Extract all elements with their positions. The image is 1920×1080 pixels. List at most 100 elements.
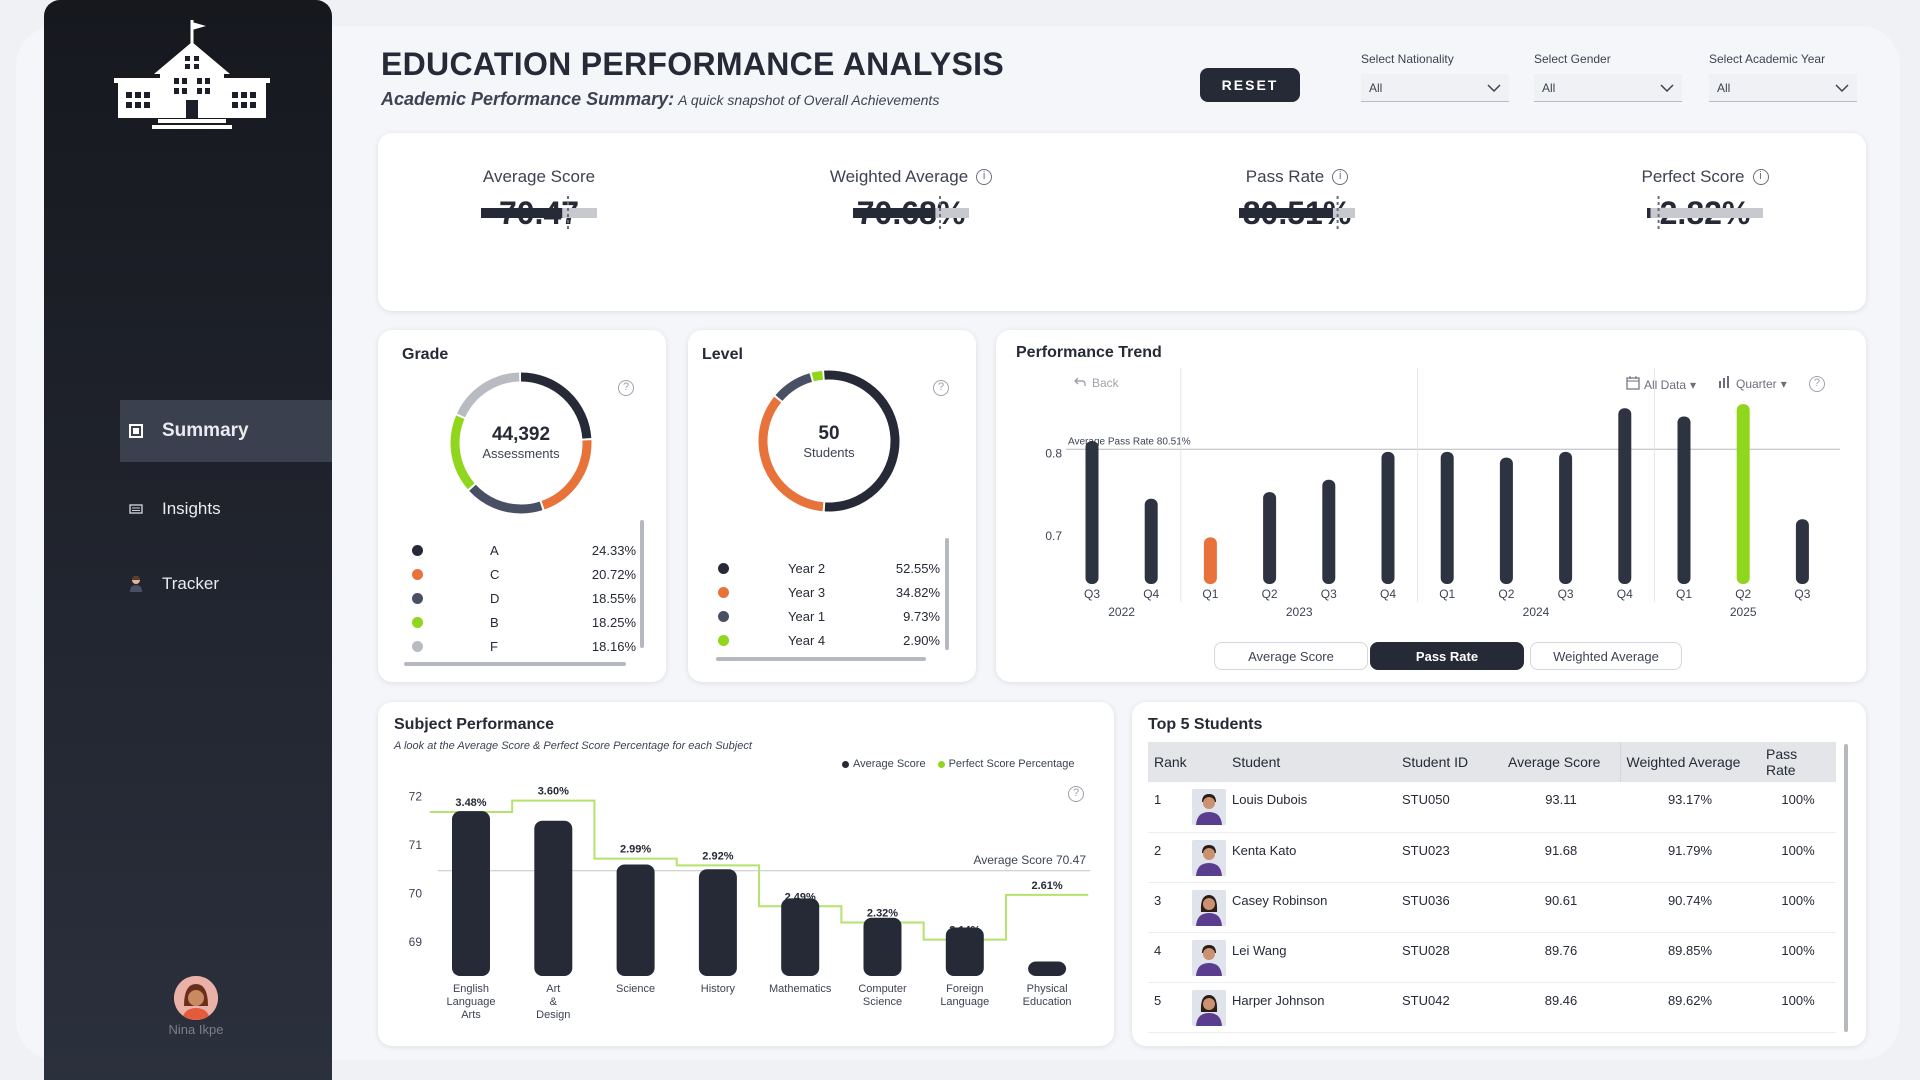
filter-nationality: Select Nationality All bbox=[1361, 52, 1509, 102]
toggle-average-score[interactable]: Average Score bbox=[1214, 642, 1368, 670]
scrollbar-vertical[interactable] bbox=[945, 538, 949, 650]
column-header[interactable]: Average Score bbox=[1502, 742, 1620, 782]
scrollbar-vertical[interactable] bbox=[1844, 744, 1848, 1032]
legend-item[interactable]: Year 4 2.90% bbox=[688, 632, 976, 650]
legend-item[interactable]: A 24.33% bbox=[378, 542, 666, 560]
academic-year-select[interactable]: All bbox=[1709, 74, 1857, 102]
legend-pct: 52.55% bbox=[895, 561, 940, 576]
donut-slice[interactable] bbox=[758, 370, 900, 512]
trend-bar[interactable] bbox=[1736, 404, 1750, 584]
student-name: Kenta Kato bbox=[1226, 832, 1396, 883]
toggle-weighted-average[interactable]: Weighted Average bbox=[1530, 642, 1682, 670]
help-icon[interactable]: ? bbox=[1809, 376, 1825, 392]
subject-bar[interactable] bbox=[452, 811, 490, 976]
table-row[interactable]: 4 Lei Wang STU028 89.76 89.85% 100% bbox=[1148, 932, 1836, 983]
trend-bar[interactable] bbox=[1499, 457, 1513, 584]
help-icon[interactable]: ? bbox=[618, 380, 634, 396]
weighted-average: 89.62% bbox=[1620, 982, 1760, 1033]
donut-center-value: 44,392 bbox=[491, 424, 551, 445]
trend-bar[interactable] bbox=[1381, 451, 1395, 584]
table-row[interactable]: 1 Louis Dubois STU050 93.11 93.17% 100% bbox=[1148, 782, 1836, 833]
page-subtitle: Academic Performance Summary: A quick sna… bbox=[381, 89, 939, 110]
student-photo bbox=[1192, 939, 1226, 976]
back-button[interactable]: Back bbox=[1074, 376, 1119, 390]
trend-bar[interactable] bbox=[1677, 416, 1691, 584]
legend-item[interactable]: D 18.55% bbox=[378, 590, 666, 608]
nationality-select[interactable]: All bbox=[1361, 74, 1509, 102]
scrollbar-vertical[interactable] bbox=[640, 520, 644, 648]
average-score: 90.61 bbox=[1502, 882, 1620, 933]
trend-bar[interactable] bbox=[1203, 537, 1217, 584]
select-value: All bbox=[1542, 80, 1556, 95]
trend-bar[interactable] bbox=[1559, 451, 1573, 584]
column-header[interactable]: Student ID bbox=[1396, 742, 1502, 782]
x-tick-label: Q2 bbox=[1735, 587, 1751, 601]
legend-item[interactable]: Year 2 52.55% bbox=[688, 560, 976, 578]
help-icon[interactable]: ? bbox=[933, 380, 949, 396]
legend-item[interactable]: F 18.16% bbox=[378, 638, 666, 656]
info-icon[interactable]: i bbox=[1752, 169, 1769, 185]
donut-slice[interactable] bbox=[450, 372, 592, 514]
legend-label: Perfect Score Percentage bbox=[948, 758, 1075, 770]
subject-performance-card: Subject Performance A look at the Averag… bbox=[378, 702, 1114, 1046]
sidebar-item-insights[interactable]: Insights bbox=[120, 478, 332, 540]
trend-bar[interactable] bbox=[1440, 451, 1454, 584]
subject-bar[interactable] bbox=[863, 917, 902, 976]
info-icon[interactable]: i bbox=[1332, 169, 1349, 185]
x-tick-label: English bbox=[453, 983, 489, 995]
trend-bar[interactable] bbox=[1263, 492, 1277, 584]
x-tick-label: Physical bbox=[1027, 983, 1068, 995]
subject-bar[interactable] bbox=[534, 820, 573, 976]
weighted-average: 90.74% bbox=[1620, 882, 1760, 933]
x-group-label: 2025 bbox=[1730, 605, 1757, 619]
scrollbar-horizontal[interactable] bbox=[716, 657, 926, 661]
donut-slice[interactable] bbox=[450, 372, 592, 514]
x-tick-label: Computer bbox=[858, 983, 907, 995]
legend-item[interactable]: Year 3 34.82% bbox=[688, 584, 976, 602]
info-icon[interactable]: i bbox=[976, 169, 993, 185]
column-header[interactable]: Student bbox=[1226, 742, 1396, 782]
x-tick-label: Q1 bbox=[1676, 587, 1692, 601]
legend-item[interactable]: B 18.25% bbox=[378, 614, 666, 632]
subject-bar[interactable] bbox=[781, 898, 820, 976]
subject-bar[interactable] bbox=[1028, 961, 1067, 976]
card-title: Top 5 Students bbox=[1148, 716, 1263, 733]
weighted-average: 93.17% bbox=[1620, 782, 1760, 833]
trend-bar[interactable] bbox=[1144, 498, 1158, 584]
sidebar-item-summary[interactable]: Summary bbox=[120, 400, 332, 462]
legend-item[interactable]: Year 1 9.73% bbox=[688, 608, 976, 626]
trend-bar[interactable] bbox=[1322, 479, 1336, 584]
scrollbar-horizontal[interactable] bbox=[404, 662, 626, 666]
column-header[interactable]: Pass Rate bbox=[1760, 742, 1836, 782]
page-title: EDUCATION PERFORMANCE ANALYSIS bbox=[381, 46, 1004, 82]
x-tick-label: Q3 bbox=[1794, 587, 1810, 601]
donut-slice[interactable] bbox=[450, 372, 592, 514]
table-row[interactable]: 2 Kenta Kato STU023 91.68 91.79% 100% bbox=[1148, 832, 1836, 883]
x-tick-label: Education bbox=[1023, 996, 1072, 1008]
x-tick-label: Q2 bbox=[1262, 587, 1278, 601]
table-row[interactable]: 3 Casey Robinson STU036 90.61 90.74% 100% bbox=[1148, 882, 1836, 933]
subject-bar[interactable] bbox=[616, 864, 655, 976]
trend-bar[interactable] bbox=[1085, 441, 1099, 584]
trend-bar[interactable] bbox=[1618, 408, 1632, 584]
toggle-pass-rate[interactable]: Pass Rate bbox=[1370, 642, 1524, 670]
user-avatar[interactable] bbox=[174, 976, 218, 1020]
sidebar-item-tracker[interactable]: Tracker bbox=[120, 553, 332, 615]
student-photo bbox=[1192, 839, 1226, 876]
help-icon[interactable]: ? bbox=[1068, 786, 1084, 802]
student-name: Lei Wang bbox=[1226, 932, 1396, 983]
kpi-label: Perfect Score bbox=[1641, 167, 1745, 186]
table-row[interactable]: 5 Harper Johnson STU042 89.46 89.62% 100% bbox=[1148, 982, 1836, 1033]
level-donut bbox=[758, 370, 900, 512]
quarter-dropdown[interactable]: Quarter ▾ bbox=[1718, 376, 1787, 391]
grade-card: Grade ? 44,392 Assessments A 24.33% C 20.72… bbox=[378, 330, 666, 682]
subject-bar[interactable] bbox=[945, 927, 984, 977]
gender-select[interactable]: All bbox=[1534, 74, 1682, 102]
trend-bar[interactable] bbox=[1795, 519, 1809, 584]
subject-bar[interactable] bbox=[698, 869, 737, 976]
donut-slice[interactable] bbox=[450, 372, 592, 514]
column-header[interactable]: Rank bbox=[1148, 742, 1226, 782]
column-header[interactable]: Weighted Average bbox=[1619, 742, 1760, 782]
legend-item[interactable]: C 20.72% bbox=[378, 566, 666, 584]
reset-button[interactable]: RESET bbox=[1200, 68, 1300, 102]
